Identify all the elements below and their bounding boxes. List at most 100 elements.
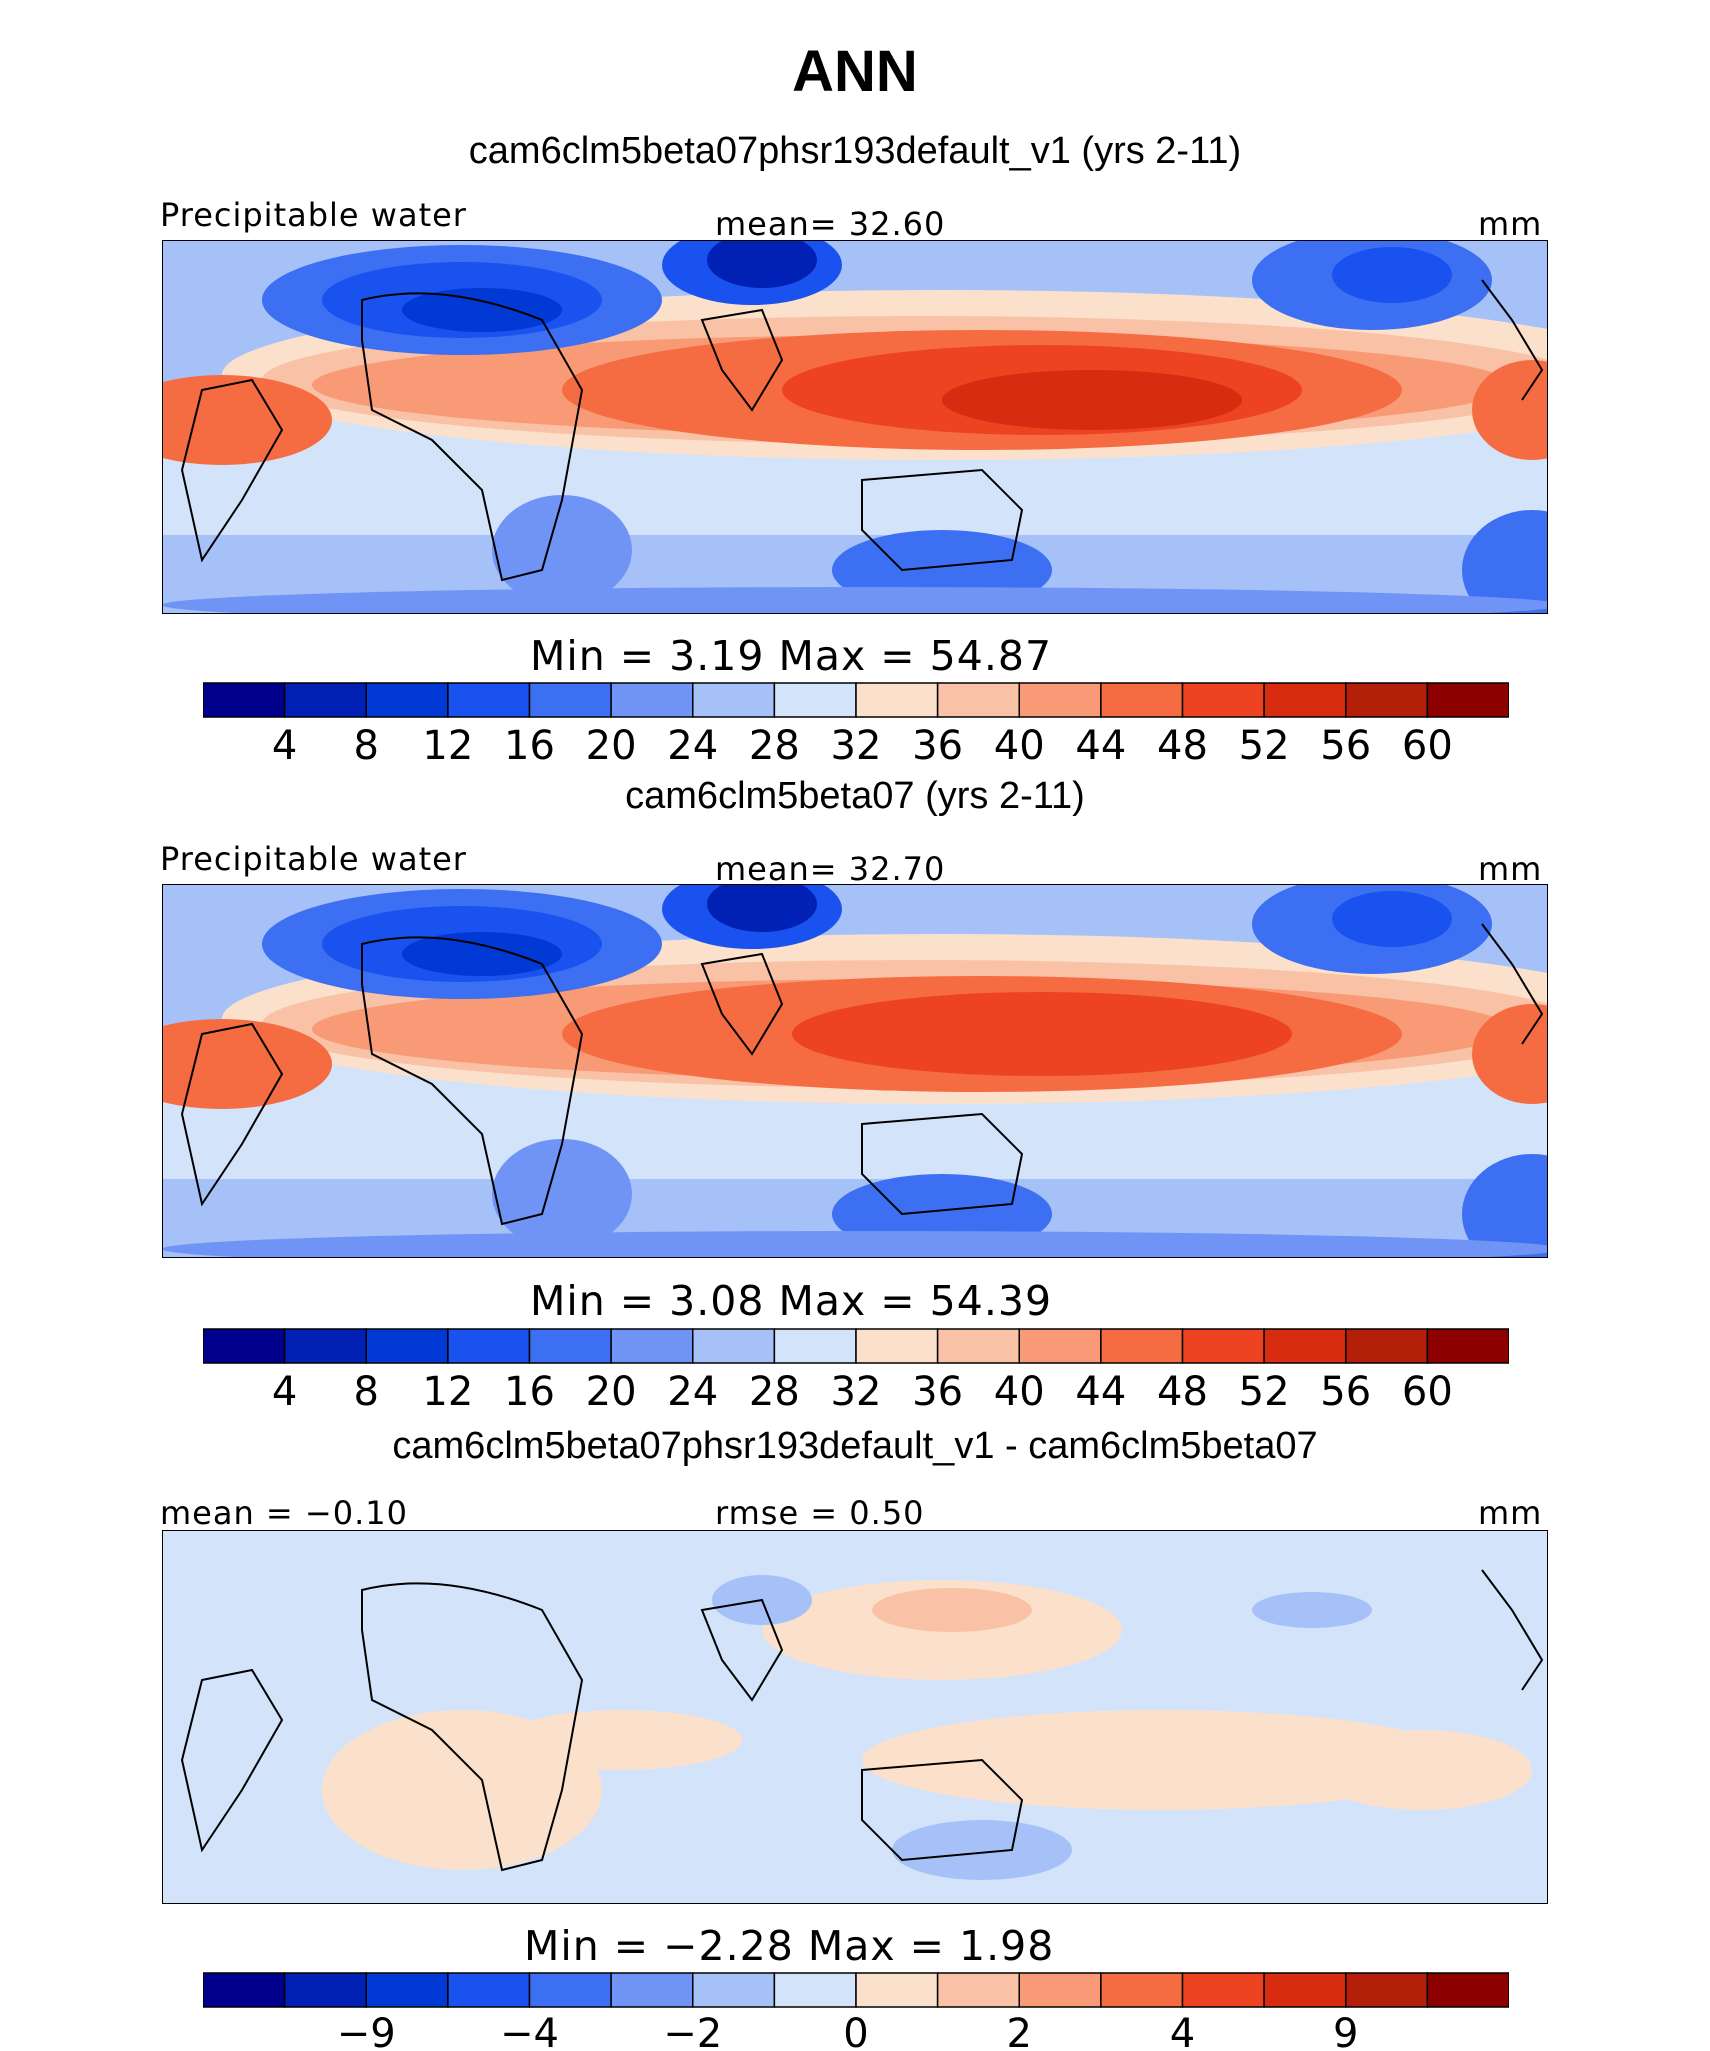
- colorbar-swatch: [528, 1972, 612, 2008]
- colorbar-tick-label: 36: [912, 723, 963, 769]
- colorbar-tick-label: −4: [500, 2011, 559, 2051]
- colorbar-swatch: [692, 1328, 776, 1364]
- panel-1-units: mm: [1478, 205, 1543, 243]
- panel-2-mean-label: mean= 32.70: [715, 850, 946, 888]
- colorbar-swatch: [1345, 1972, 1429, 2008]
- colorbar-swatch: [936, 682, 1020, 718]
- colorbar-tick-label: 2: [1007, 2011, 1032, 2051]
- panel-3-units: mm: [1478, 1494, 1543, 1532]
- colorbar-swatch: [692, 1972, 776, 2008]
- colorbar-tick-label: 24: [667, 723, 718, 769]
- colorbar-swatch: [855, 682, 939, 718]
- panel-2-variable-label: Precipitable water: [160, 840, 467, 878]
- colorbar-tick-label: 32: [831, 1369, 882, 1415]
- panel-3-mean-label: mean = −0.10: [160, 1494, 408, 1532]
- colorbar-tick-label: 4: [1170, 2011, 1195, 2051]
- colorbar-swatch: [283, 682, 367, 718]
- colorbar-tick-label: 36: [912, 1369, 963, 1415]
- colorbar-tick-label: 60: [1402, 1369, 1453, 1415]
- colorbar-tick-label: 52: [1239, 723, 1290, 769]
- panel-2-colorbar-ticks: 4 8 12 16 20 24 28 32 36 40 44 48 52 56 60: [272, 1369, 1453, 1415]
- colorbar-swatch: [1263, 1972, 1347, 2008]
- colorbar-swatch: [1181, 682, 1265, 718]
- colorbar-tick-label: 8: [354, 723, 379, 769]
- colorbar-swatch: [365, 1328, 449, 1364]
- colorbar-tick-label: 24: [667, 1369, 718, 1415]
- colorbar-swatch: [1100, 682, 1184, 718]
- colorbar-tick-label: 52: [1239, 1369, 1290, 1415]
- colorbar-swatch: [1181, 1328, 1265, 1364]
- colorbar-tick-label: 40: [994, 723, 1045, 769]
- colorbar-tick-label: 12: [422, 1369, 473, 1415]
- colorbar-swatch: [1426, 682, 1509, 718]
- colorbar-tick-label: 28: [749, 723, 800, 769]
- colorbar-tick-label: 44: [1075, 1369, 1126, 1415]
- colorbar-tick-label: 44: [1075, 723, 1126, 769]
- colorbar-tick-label: 8: [354, 1369, 379, 1415]
- panel-3-colorbar: [203, 1972, 1509, 2008]
- colorbar-swatch: [447, 682, 531, 718]
- panel-3-rmse-label: rmse = 0.50: [715, 1494, 925, 1532]
- panel-3-map: [162, 1530, 1548, 1904]
- colorbar-tick-label: 12: [422, 723, 473, 769]
- colorbar-tick-label: 20: [586, 723, 637, 769]
- panel-3-minmax: Min = −2.28 Max = 1.98: [524, 1922, 1055, 1970]
- colorbar-swatch: [1018, 1328, 1102, 1364]
- colorbar-tick-label: 40: [994, 1369, 1045, 1415]
- colorbar-tick-label: 9: [1333, 2011, 1358, 2051]
- colorbar-swatch: [1263, 1328, 1347, 1364]
- colorbar-swatch: [1426, 1972, 1509, 2008]
- colorbar-swatch: [773, 1328, 857, 1364]
- panel-1-colorbar: [203, 682, 1509, 718]
- colorbar-swatch: [855, 1972, 939, 2008]
- colorbar-tick-label: −9: [337, 2011, 396, 2051]
- colorbar-tick-label: 28: [749, 1369, 800, 1415]
- colorbar-swatch: [1345, 1328, 1429, 1364]
- colorbar-swatch: [365, 1972, 449, 2008]
- colorbar-tick-label: 56: [1320, 1369, 1371, 1415]
- colorbar-swatch: [855, 1328, 939, 1364]
- colorbar-swatch: [1018, 1972, 1102, 2008]
- panel-2-title: cam6clm5beta07 (yrs 2-11): [625, 775, 1085, 817]
- colorbar-tick-label: 48: [1157, 723, 1208, 769]
- colorbar-swatch: [610, 1328, 694, 1364]
- colorbar-swatch: [1345, 682, 1429, 718]
- colorbar-tick-label: 60: [1402, 723, 1453, 769]
- colorbar-swatch: [773, 682, 857, 718]
- panel-1-map: [162, 240, 1548, 614]
- colorbar-tick-label: 0: [843, 2011, 868, 2051]
- colorbar-tick-label: 56: [1320, 723, 1371, 769]
- panel-1-variable-label: Precipitable water: [160, 196, 467, 234]
- figure-title: ANN: [792, 39, 918, 104]
- colorbar-swatch: [936, 1328, 1020, 1364]
- colorbar-tick-label: 4: [272, 1369, 297, 1415]
- colorbar-swatch: [1018, 682, 1102, 718]
- colorbar-swatch: [610, 682, 694, 718]
- colorbar-swatch: [773, 1972, 857, 2008]
- colorbar-swatch: [203, 1972, 286, 2008]
- panel-1-title: cam6clm5beta07phsr193default_v1 (yrs 2-1…: [468, 130, 1242, 172]
- colorbar-tick-label: 20: [586, 1369, 637, 1415]
- colorbar-swatch: [1181, 1972, 1265, 2008]
- panel-2-minmax: Min = 3.08 Max = 54.39: [530, 1277, 1053, 1325]
- panel-2-colorbar: [203, 1328, 1509, 1364]
- colorbar-tick-label: −2: [663, 2011, 722, 2051]
- colorbar-swatch: [283, 1328, 367, 1364]
- colorbar-swatch: [447, 1972, 531, 2008]
- colorbar-tick-label: 48: [1157, 1369, 1208, 1415]
- colorbar-swatch: [692, 682, 776, 718]
- colorbar-swatch: [1100, 1972, 1184, 2008]
- colorbar-swatch: [528, 1328, 612, 1364]
- panel-2-map: [162, 884, 1548, 1258]
- colorbar-swatch: [203, 1328, 286, 1364]
- colorbar-swatch: [936, 1972, 1020, 2008]
- colorbar-tick-label: 4: [272, 723, 297, 769]
- colorbar-tick-label: 32: [831, 723, 882, 769]
- colorbar-swatch: [365, 682, 449, 718]
- panel-1-mean-label: mean= 32.60: [715, 205, 946, 243]
- colorbar-tick-label: 16: [504, 1369, 555, 1415]
- colorbar-swatch: [1263, 682, 1347, 718]
- colorbar-swatch: [1426, 1328, 1509, 1364]
- colorbar-swatch: [1100, 1328, 1184, 1364]
- panel-2-units: mm: [1478, 850, 1543, 888]
